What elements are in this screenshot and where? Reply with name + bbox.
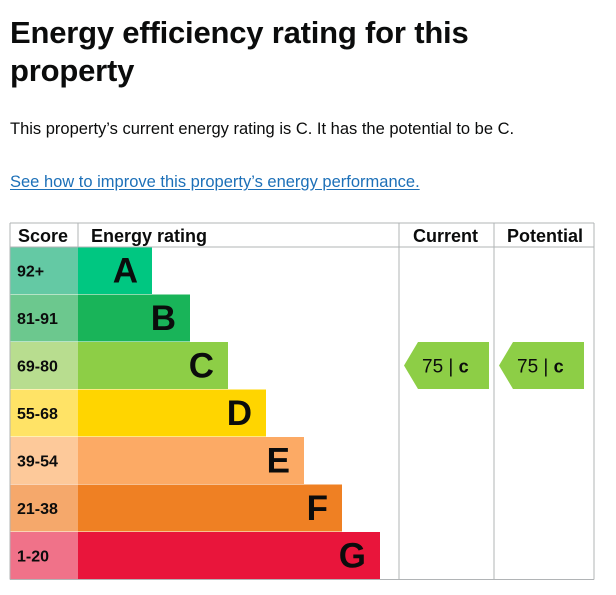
score-label-e: 39-54 <box>17 454 58 471</box>
score-label-g: 1-20 <box>17 549 49 566</box>
rating-bar-e <box>78 437 304 484</box>
improve-performance-link[interactable]: See how to improve this property’s energ… <box>10 173 420 191</box>
rating-bar-a <box>78 247 152 294</box>
rating-bands: 92+ A 81-91 B 69-80 C 55-68 D 39-54 E 21-38 F 1-20 G <box>10 247 380 579</box>
potential-indicator-label: 75 | c <box>517 357 564 378</box>
potential-score-value: 75 <box>517 357 543 378</box>
rating-bar-f <box>78 484 342 532</box>
rating-letter-b: B <box>151 299 176 338</box>
rating-letter-g: G <box>339 537 366 576</box>
score-cell-a <box>10 247 78 294</box>
potential-indicator-arrow <box>499 342 584 389</box>
rating-letter-e: E <box>267 442 290 481</box>
score-cell-c <box>10 342 78 389</box>
rating-bar-c <box>78 342 228 389</box>
potential-column-header: Potential <box>507 226 583 246</box>
rating-summary: This property’s current energy rating is… <box>10 120 515 138</box>
rating-letter-d: D <box>227 394 252 433</box>
page-title: Energy efficiency rating for this proper… <box>10 15 469 88</box>
current-indicator-arrow <box>404 342 489 389</box>
score-cell-d <box>10 389 78 437</box>
current-score-value: 75 <box>422 357 448 378</box>
rating-bar-g <box>78 532 380 579</box>
rating-indicators: 75 | c 75 | c <box>404 342 584 389</box>
rating-letter-c: C <box>189 347 214 386</box>
rating-bar-d <box>78 389 266 437</box>
score-label-f: 21-38 <box>17 501 58 518</box>
potential-band-letter: c <box>554 357 564 377</box>
score-label-d: 55-68 <box>17 406 58 423</box>
energy-rating-column-header: Energy rating <box>91 226 207 246</box>
rating-letter-f: F <box>307 489 328 528</box>
score-label-c: 69-80 <box>17 359 58 376</box>
rating-bar-b <box>78 294 190 342</box>
score-label-a: 92+ <box>17 264 44 281</box>
current-column-header: Current <box>413 226 478 246</box>
potential-separator: | <box>543 357 553 378</box>
score-cell-b <box>10 294 78 342</box>
score-column-header: Score <box>18 226 68 246</box>
current-separator: | <box>448 357 458 378</box>
current-band-letter: c <box>459 357 469 377</box>
current-indicator-label: 75 | c <box>422 357 469 378</box>
score-cell-e <box>10 437 78 484</box>
score-cell-f <box>10 484 78 532</box>
score-label-b: 81-91 <box>17 311 58 328</box>
score-cell-g <box>10 532 78 579</box>
chart-headers: Score Energy rating Current Potential <box>18 226 583 246</box>
chart-grid <box>9 222 595 580</box>
rating-letter-a: A <box>113 252 138 291</box>
